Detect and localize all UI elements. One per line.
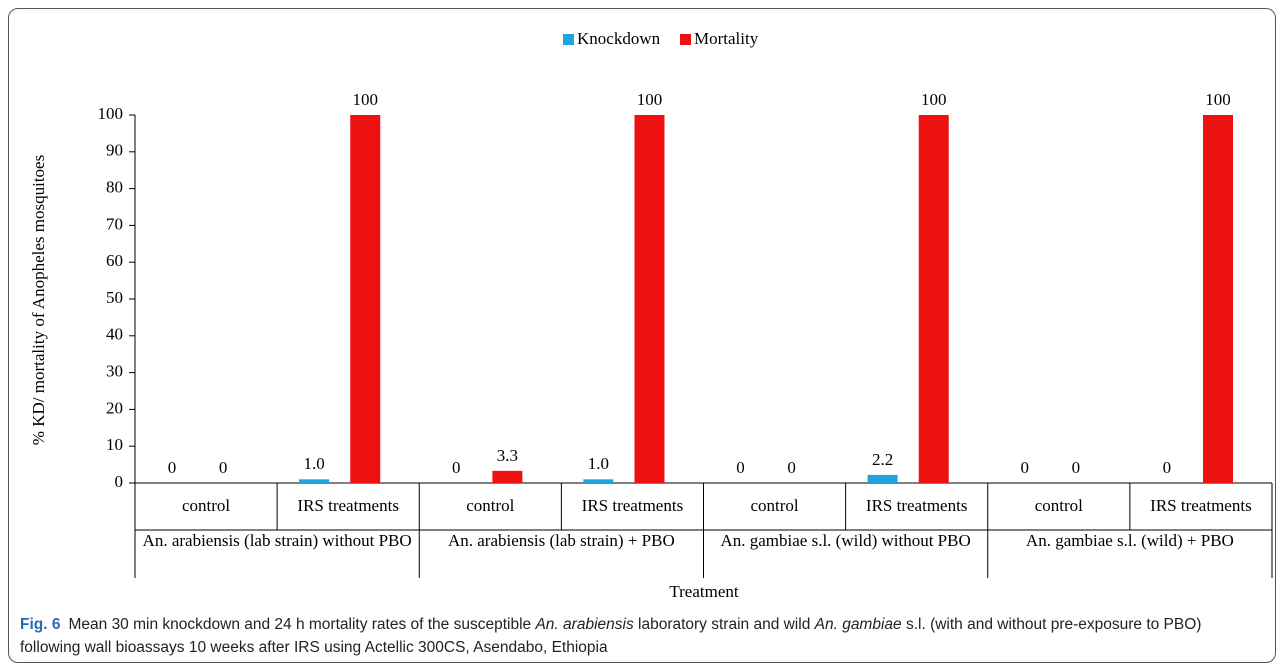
y-tick-label: 20 (106, 398, 123, 417)
data-label: 100 (1205, 90, 1231, 109)
x-tick-label: IRS treatments (1150, 496, 1252, 515)
bar (350, 115, 381, 483)
x-tick-label: IRS treatments (297, 496, 399, 515)
y-tick-label: 40 (106, 325, 123, 344)
y-tick-label: 70 (106, 214, 123, 233)
caption-label: Fig. 6 (20, 616, 61, 633)
caption-text: laboratory strain and wild (633, 616, 815, 633)
data-label: 1.0 (588, 454, 609, 473)
group-label: An. gambiae s.l. (wild) without PBO (720, 531, 971, 550)
bar (583, 479, 614, 483)
x-tick-label: control (750, 496, 798, 515)
bar (634, 115, 665, 483)
y-tick-label: 30 (106, 362, 123, 381)
x-tick-label: control (466, 496, 514, 515)
y-tick-label: 10 (106, 435, 123, 454)
bar (492, 470, 523, 483)
data-label: 2.2 (872, 450, 893, 469)
y-tick-label: 60 (106, 251, 123, 270)
bar (299, 479, 330, 483)
caption-species: An. gambiae (814, 616, 902, 633)
x-tick-label: control (1035, 496, 1083, 515)
legend-swatch (680, 34, 691, 45)
y-tick-label: 90 (106, 141, 123, 160)
group-label: An. gambiae s.l. (wild) + PBO (1025, 531, 1234, 550)
data-label: 0 (1163, 458, 1172, 477)
x-tick-label: IRS treatments (582, 496, 684, 515)
y-tick-label: 100 (98, 104, 124, 123)
data-label: 0 (1020, 458, 1029, 477)
caption-text: Mean 30 min knockdown and 24 h mortality… (68, 616, 536, 633)
caption: Fig. 6 Mean 30 min knockdown and 24 h mor… (20, 613, 1260, 659)
x-tick-label: IRS treatments (866, 496, 968, 515)
bar (1202, 115, 1233, 483)
x-tick-label: control (182, 496, 230, 515)
group-label: An. arabiensis (lab strain) + PBO (447, 531, 675, 550)
data-label: 100 (637, 90, 663, 109)
group-label: An. arabiensis (lab strain) without PBO (142, 531, 412, 550)
legend-label: Mortality (694, 29, 759, 48)
y-tick-label: 50 (106, 288, 123, 307)
bar (867, 474, 898, 483)
caption-text: s.l. (with and without pre-exposure to P… (20, 616, 1202, 656)
data-label: 100 (352, 90, 378, 109)
legend-label: Knockdown (577, 29, 661, 48)
data-label: 0 (452, 458, 461, 477)
data-label: 0 (736, 458, 745, 477)
bar (918, 115, 949, 483)
data-label: 0 (219, 458, 228, 477)
y-axis-label: % KD/ mortality of Anopheles mosquitoes (29, 155, 48, 445)
data-label: 100 (921, 90, 947, 109)
caption-species: An. arabiensis (535, 616, 634, 633)
data-label: 0 (168, 458, 177, 477)
legend-swatch (563, 34, 574, 45)
y-tick-label: 0 (115, 472, 124, 491)
data-label: 1.0 (303, 454, 324, 473)
x-axis-label: Treatment (669, 582, 739, 601)
data-label: 3.3 (497, 446, 518, 465)
data-label: 0 (787, 458, 796, 477)
y-tick-label: 80 (106, 178, 123, 197)
data-label: 0 (1072, 458, 1081, 477)
figure-frame (8, 8, 1276, 663)
chart: Treatment % KD/ mortality of Anopheles m… (29, 29, 1273, 601)
